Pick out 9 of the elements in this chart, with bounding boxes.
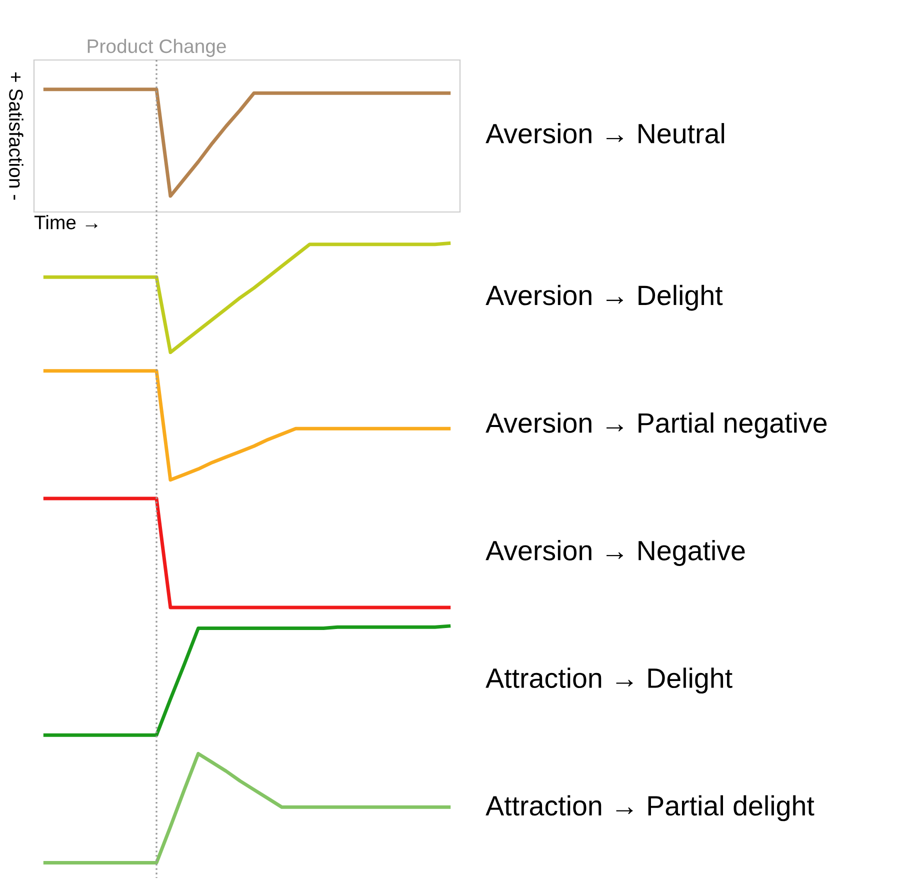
series-label: Aversion → Neutral	[486, 123, 724, 144]
y-axis-title: + Satisfaction -	[9, 72, 24, 200]
text: Product Change	[88, 38, 226, 57]
series-label: Aversion → Delight	[486, 284, 723, 311]
series-label: Aversion → Partial negative	[486, 412, 827, 438]
x-axis-title: Time →	[34, 215, 98, 230]
series-label: Attraction → Partial delight	[486, 795, 814, 822]
series-label: Attraction → Delight	[486, 668, 732, 694]
series-label: Aversion → Negative	[486, 540, 745, 566]
